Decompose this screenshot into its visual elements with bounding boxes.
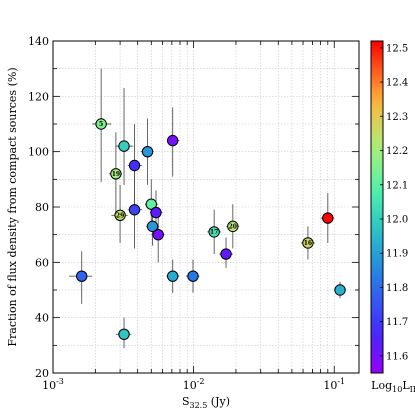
colorbar-tick-label: 11.7: [386, 317, 408, 328]
x-tick-label: 10-2: [183, 377, 205, 392]
data-point-label: 20: [229, 224, 237, 231]
data-points: 5 19 29 17 20 16: [76, 118, 346, 340]
colorbar-label-log: Log: [371, 379, 392, 392]
data-point: [146, 220, 159, 233]
colorbar-gradient: [370, 40, 384, 374]
data-point: [220, 248, 232, 260]
x-axis-ticks: 10-3 10-2 10-1: [42, 377, 345, 392]
data-point-label: 5: [99, 121, 103, 128]
data-point: [187, 270, 199, 282]
x-axis-label-main: S: [182, 395, 190, 408]
data-point: [167, 270, 179, 282]
data-point: [128, 159, 141, 172]
x-tick-label: 10-3: [42, 377, 64, 392]
colorbar-tick-label: 12.1: [386, 180, 408, 191]
y-tick-label: 80: [35, 201, 49, 214]
data-point-label: 19: [112, 171, 120, 178]
colorbar-label-sub2: IR: [410, 385, 415, 394]
y-tick-label: 40: [35, 312, 49, 325]
x-tick-label-base: 10: [323, 379, 337, 392]
colorbar-tick-label: 12.2: [386, 146, 408, 157]
colorbar: 11.6 11.7 11.8 11.9 12.0 12.1 12.2 12.3 12.4 12.5…: [370, 40, 415, 394]
colorbar-tick-label: 11.6: [386, 351, 408, 362]
data-point-label: 17: [210, 229, 218, 236]
colorbar-tick-label: 12.0: [386, 214, 408, 225]
data-point: [150, 206, 162, 219]
y-tick-label: 140: [28, 35, 49, 48]
colorbar-tick-label: 11.8: [386, 283, 408, 294]
colorbar-tick-label: 12.5: [386, 43, 408, 54]
x-tick-label-exp: -2: [197, 377, 205, 386]
y-tick-label: 20: [35, 367, 49, 380]
data-point: [152, 228, 164, 241]
data-point: [227, 220, 239, 233]
data-point: [118, 328, 130, 340]
y-axis-label: Fraction of flux density from compact so…: [6, 67, 19, 346]
data-point: [322, 212, 334, 224]
data-point: [167, 134, 179, 147]
y-axis-ticks: 20 40 60 80 100 120 140: [28, 35, 49, 380]
data-point: [76, 270, 88, 282]
data-point-label: 29: [116, 213, 124, 220]
data-point: [334, 284, 346, 296]
data-point: [141, 145, 154, 158]
y-tick-label: 120: [28, 90, 49, 103]
x-tick-label: 10-1: [323, 377, 345, 392]
x-axis-label: S32.5 (Jy): [182, 395, 230, 410]
x-axis-label-sub: 32.5: [190, 401, 208, 410]
plot-frame: [52, 40, 360, 374]
colorbar-label: Log10LIR: [371, 379, 415, 394]
data-point: [128, 204, 141, 216]
x-tick-label-base: 10: [42, 379, 56, 392]
data-point: [114, 209, 126, 222]
y-tick-label: 60: [35, 256, 49, 269]
grid-lines: [52, 40, 359, 374]
colorbar-tick-label: 12.4: [386, 78, 408, 89]
colorbar-label-sub1: 10: [392, 385, 402, 394]
y-tick-label: 100: [28, 146, 49, 159]
x-axis-label-unit: (Jy): [207, 395, 230, 408]
colorbar-label-l: L: [402, 379, 410, 392]
data-point: [208, 226, 220, 238]
colorbar-ticks: 11.6 11.7 11.8 11.9 12.0 12.1 12.2 12.3 12.4 12.5: [380, 43, 408, 362]
colorbar-tick-label: 12.3: [386, 112, 408, 123]
colorbar-tick-label: 11.9: [386, 249, 408, 260]
x-tick-label-exp: -3: [56, 377, 64, 386]
data-point-label: 16: [304, 240, 312, 247]
data-point: [110, 168, 122, 180]
data-point: [95, 118, 107, 130]
error-bars: [69, 68, 346, 349]
x-tick-label-exp: -1: [337, 377, 345, 386]
data-point: [118, 140, 130, 152]
data-point: [302, 237, 314, 249]
x-tick-label-base: 10: [183, 379, 197, 392]
